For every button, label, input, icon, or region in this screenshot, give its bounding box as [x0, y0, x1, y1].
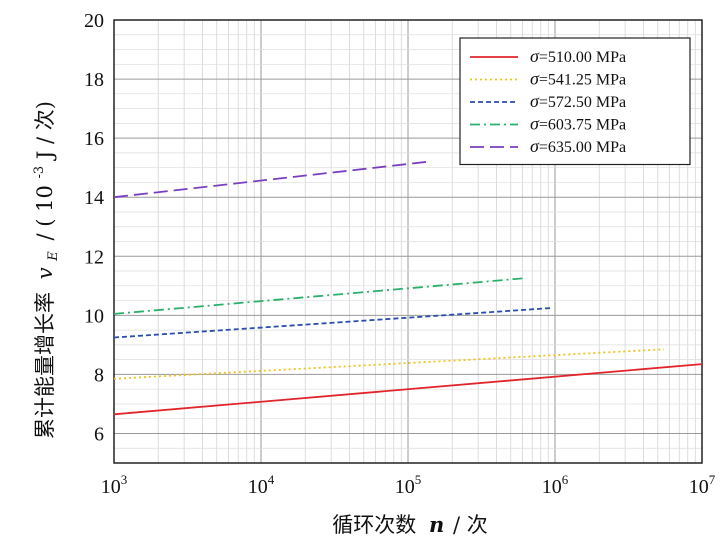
legend-label: σ=541.25 MPa [530, 69, 626, 89]
legend-label: σ=635.00 MPa [530, 136, 626, 156]
legend-item: σ=541.25 MPa [470, 69, 626, 89]
legend-item: σ=572.50 MPa [470, 91, 626, 111]
y-tick-label: 20 [84, 10, 104, 32]
legend-label: σ=572.50 MPa [530, 91, 626, 111]
y-tick-label: 6 [94, 423, 104, 445]
x-tick-label: 104 [248, 472, 275, 498]
y-tick-label: 12 [84, 246, 104, 268]
legend-item: σ=635.00 MPa [470, 136, 626, 156]
x-tick-labels: 103 104 105 106 107 [101, 472, 716, 498]
x-axis-title: 循环次数 n / 次 [332, 512, 487, 537]
legend-item: σ=603.75 MPa [470, 114, 626, 134]
legend-label: σ=603.75 MPa [530, 114, 626, 134]
y-tick-label: 14 [84, 187, 104, 209]
grid [114, 20, 702, 463]
y-tick-label: 10 [84, 305, 104, 327]
x-tick-label: 105 [395, 472, 422, 498]
x-tick-label: 107 [689, 472, 716, 498]
y-tick-label: 18 [84, 69, 104, 91]
y-tick-label: 16 [84, 128, 104, 150]
x-tick-label: 106 [542, 472, 569, 498]
plot-frame [113, 19, 703, 464]
series-line-1 [113, 363, 703, 416]
y-axis-title: 累计能量增长率 v E / ( 10 -3 J / 次) [24, 101, 62, 439]
series-line-5 [113, 160, 428, 199]
x-tick-label: 103 [101, 472, 128, 498]
legend-label: σ=510.00 MPa [530, 46, 626, 66]
y-tick-labels: 6 8 10 12 14 16 18 20 [84, 10, 104, 445]
series-line-2 [113, 348, 664, 380]
y-tick-label: 8 [94, 364, 104, 386]
series-line-3 [113, 307, 552, 339]
series-lines [113, 160, 703, 416]
series-line-4 [113, 277, 523, 315]
legend-item: σ=510.00 MPa [470, 46, 626, 66]
